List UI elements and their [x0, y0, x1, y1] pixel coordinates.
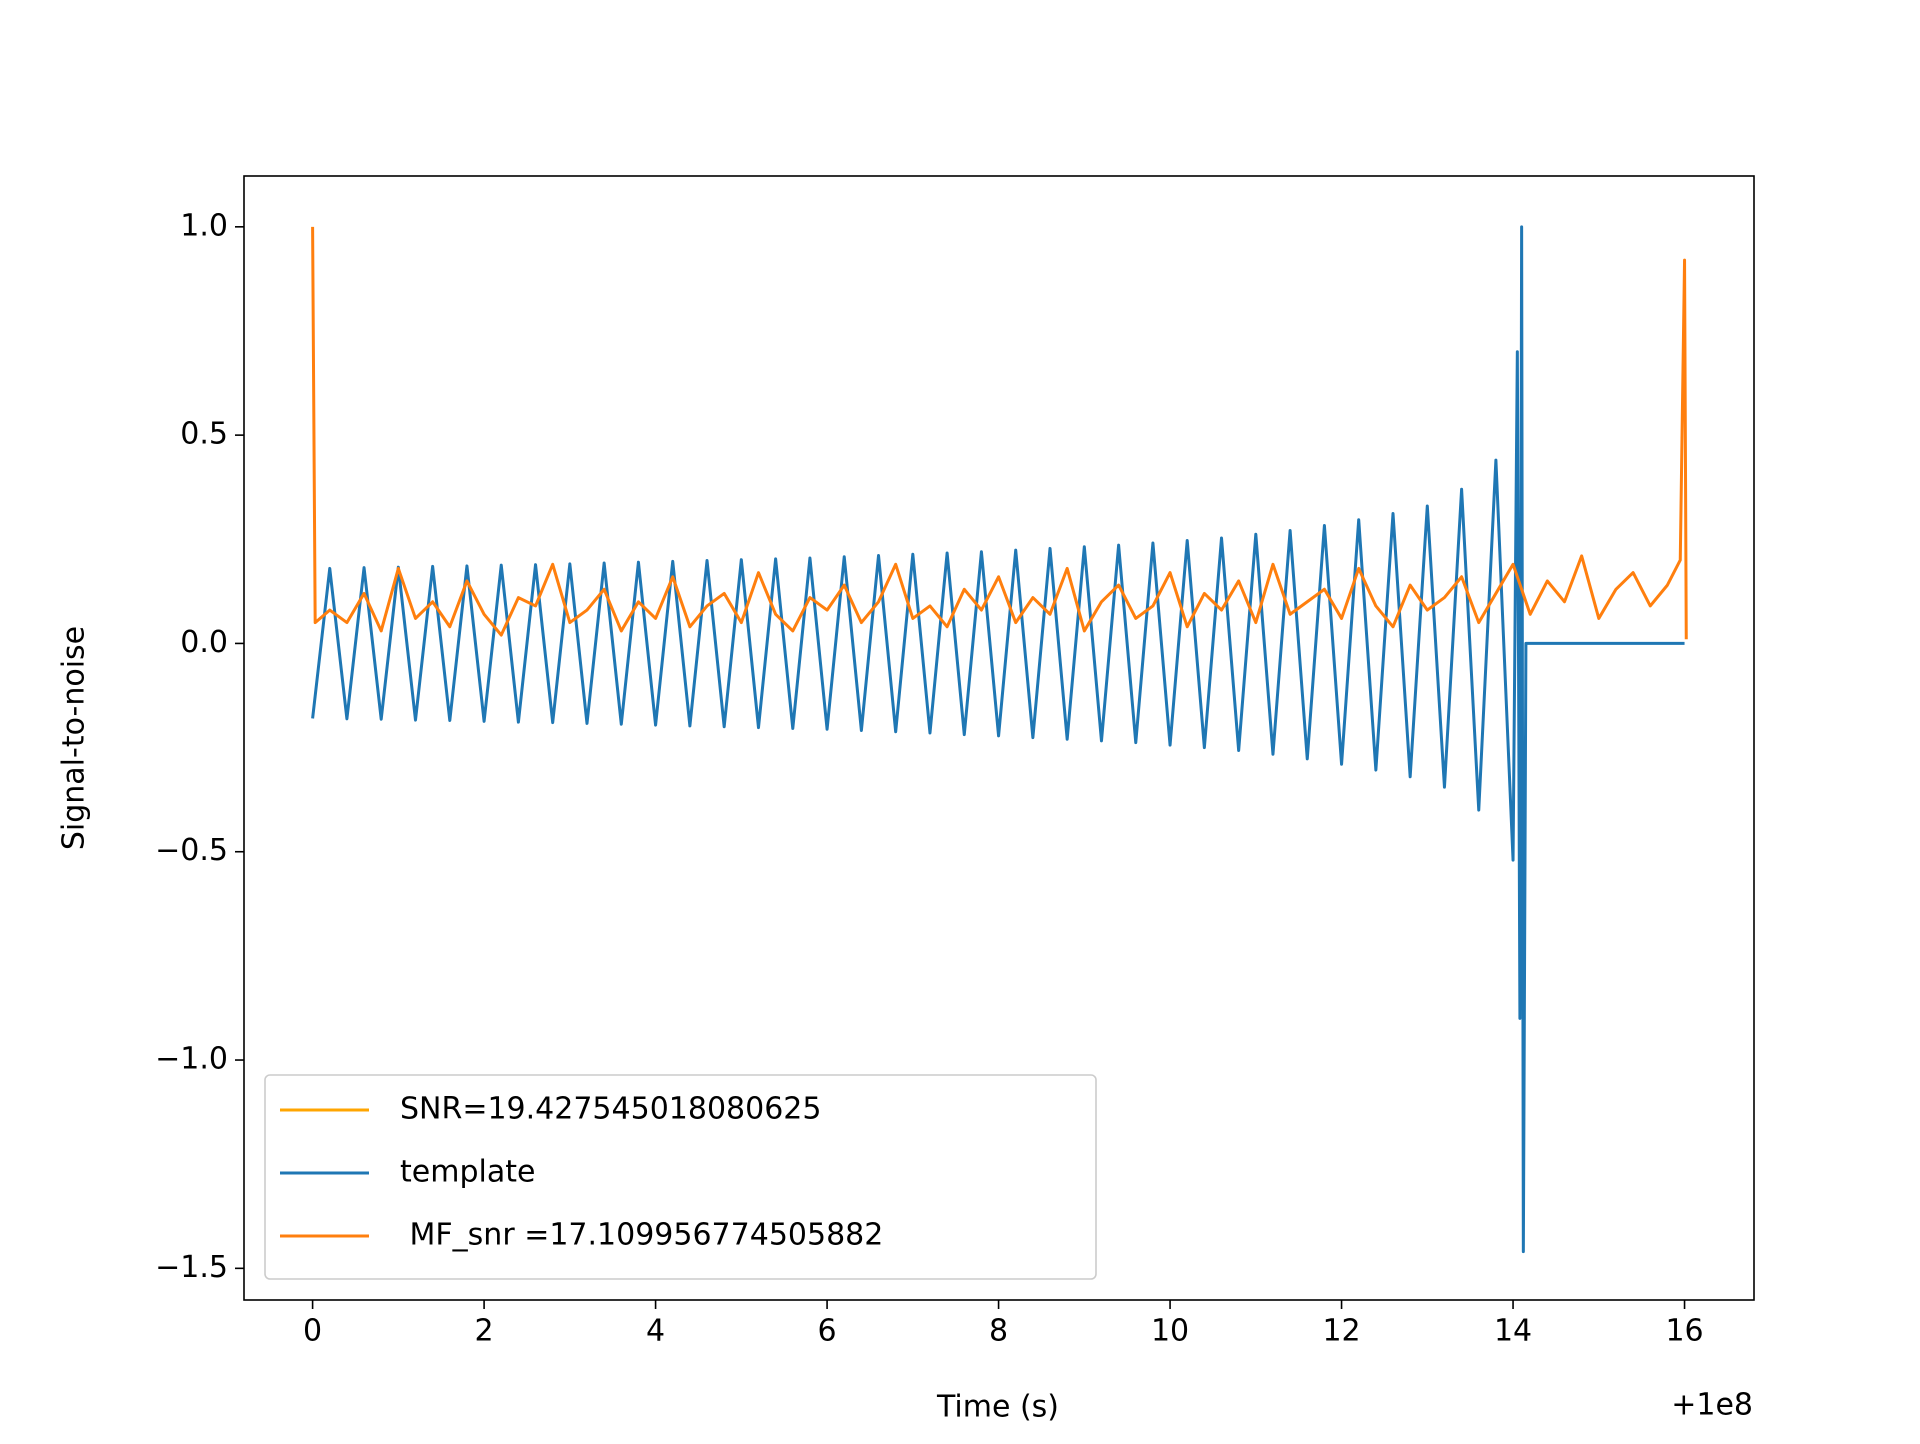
- x-tick-label: 2: [475, 1314, 494, 1349]
- y-tick-label: −0.5: [155, 833, 228, 868]
- legend-label: MF_snr =17.109956774505882: [400, 1218, 883, 1253]
- series-line: [311, 225, 1685, 1254]
- y-tick-label: 0.0: [180, 625, 228, 660]
- legend-box: [264, 1074, 1097, 1280]
- legend-label: template: [400, 1155, 535, 1190]
- y-tick-label: 0.5: [180, 417, 228, 452]
- legend-label: SNR=19.427545018080625: [400, 1092, 821, 1127]
- y-tick-label: −1.0: [155, 1042, 228, 1077]
- y-tick-label: 1.0: [180, 208, 228, 243]
- series-line: [311, 226, 1688, 640]
- x-tick-label: 0: [303, 1314, 322, 1349]
- x-tick-label: 12: [1322, 1314, 1360, 1349]
- x-tick-label: 4: [646, 1314, 665, 1349]
- y-tick-label: −1.5: [155, 1250, 228, 1285]
- x-tick-label: 10: [1151, 1314, 1189, 1349]
- x-tick-label: 6: [818, 1314, 837, 1349]
- x-offset-label: +1e8: [1671, 1388, 1753, 1423]
- x-tick-label: 16: [1665, 1314, 1703, 1349]
- y-axis-label: Signal-to-noise: [57, 626, 92, 850]
- plot-area: [311, 225, 1688, 1254]
- x-axis-label: Time (s): [936, 1390, 1059, 1425]
- x-tick-label: 8: [989, 1314, 1008, 1349]
- x-tick-label: 14: [1494, 1314, 1532, 1349]
